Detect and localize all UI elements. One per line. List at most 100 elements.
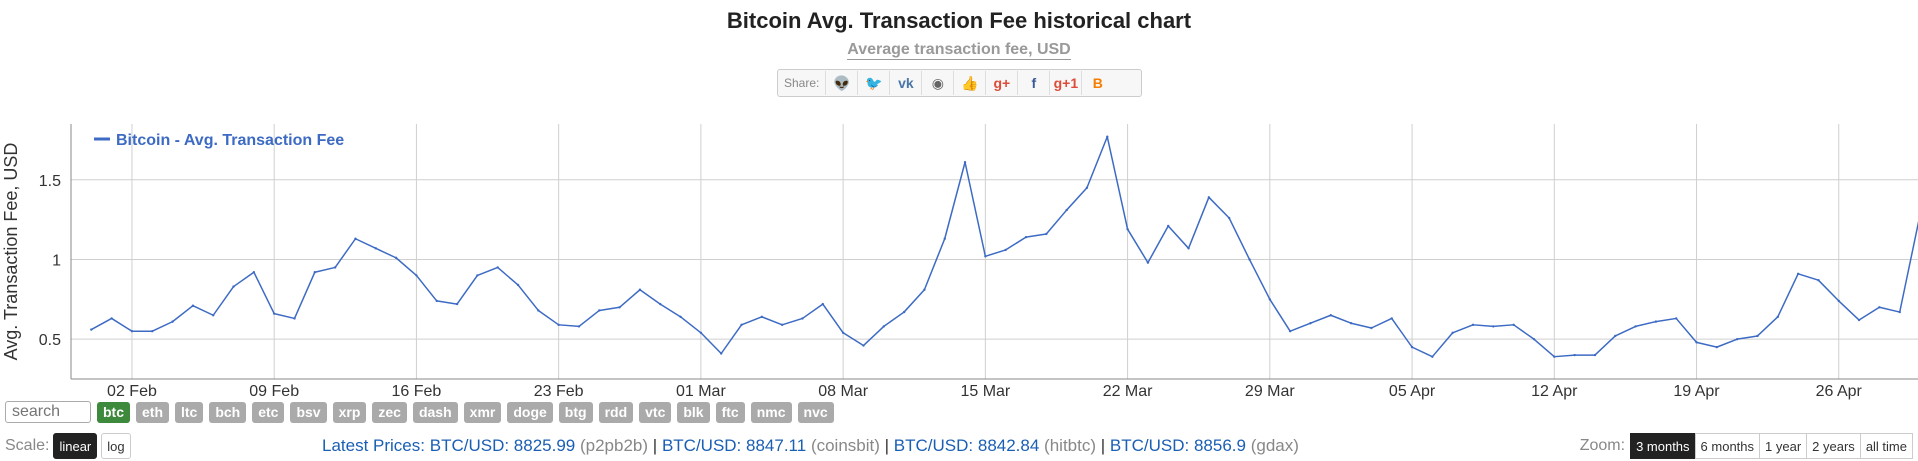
price-separator: |: [884, 436, 890, 455]
scale-log-button[interactable]: log: [101, 433, 131, 459]
data-point: [476, 274, 479, 277]
x-tick-label: 22 Mar: [1103, 383, 1153, 400]
data-point: [638, 288, 642, 291]
data-point: [90, 328, 93, 331]
search-input[interactable]: [5, 401, 91, 423]
data-point: [1756, 334, 1759, 338]
coin-button-vtc[interactable]: vtc: [639, 401, 672, 423]
coin-button-xrp[interactable]: xrp: [332, 401, 367, 423]
coin-button-xmr[interactable]: xmr: [463, 401, 502, 423]
data-point: [1512, 323, 1515, 327]
coin-button-ltc[interactable]: ltc: [175, 401, 204, 423]
coin-button-btg[interactable]: btg: [558, 401, 593, 423]
coin-button-dash[interactable]: dash: [412, 401, 458, 423]
chart-subtitle[interactable]: Average transaction fee, USD: [847, 41, 1071, 60]
price-value[interactable]: BTC/USD: 8842.84: [893, 436, 1040, 455]
data-point: [232, 285, 235, 288]
data-point: [1573, 353, 1576, 357]
data-point: [313, 271, 317, 274]
data-point: [1349, 322, 1353, 325]
like-icon[interactable]: 👍: [953, 71, 985, 95]
data-point: [1410, 345, 1414, 349]
blogger-icon[interactable]: B: [1081, 71, 1113, 95]
data-point: [1614, 334, 1617, 338]
coin-button-eth[interactable]: eth: [136, 401, 169, 423]
data-point: [1776, 315, 1779, 319]
zoom-selector: Zoom: 3 months 6 months 1 year 2 years all t…: [1580, 433, 1913, 459]
data-point: [659, 302, 662, 306]
coin-button-bch[interactable]: bch: [209, 401, 247, 423]
data-point: [1248, 258, 1251, 261]
price-value[interactable]: BTC/USD: 8856.9: [1109, 436, 1246, 455]
latest-prices: Latest Prices: BTC/USD: 8825.99 (p2pb2b)…: [322, 436, 1299, 456]
data-point: [1898, 310, 1901, 314]
price-separator: |: [1100, 436, 1106, 455]
google-plus-one-icon[interactable]: g+1: [1049, 71, 1081, 95]
price-source: (gdax): [1250, 436, 1299, 455]
x-tick-label: 23 Feb: [534, 383, 584, 400]
coin-button-rdd[interactable]: rdd: [598, 401, 634, 423]
data-point: [1106, 135, 1109, 138]
data-point: [882, 325, 885, 328]
prices-label: Latest Prices:: [322, 436, 425, 455]
scale-linear-button[interactable]: linear: [53, 433, 98, 459]
data-point: [1735, 337, 1739, 341]
reddit-icon[interactable]: 👽: [825, 71, 857, 95]
data-point: [435, 299, 438, 303]
share-bar: Share: 👽 🐦 vk ◉ 👍 g+ f g+1 B: [777, 69, 1142, 97]
price-value[interactable]: BTC/USD: 8825.99: [429, 436, 576, 455]
price-separator: |: [652, 436, 658, 455]
coin-button-nmc[interactable]: nmc: [750, 401, 792, 423]
price-value[interactable]: BTC/USD: 8847.11: [661, 436, 807, 455]
data-point: [1675, 317, 1678, 320]
data-point: [1390, 317, 1393, 320]
coin-button-nvc[interactable]: nvc: [797, 401, 834, 423]
coin-button-ftc[interactable]: ftc: [715, 401, 745, 423]
data-point: [1207, 196, 1211, 199]
data-point: [1187, 247, 1190, 250]
y-tick-label: 1: [52, 252, 61, 269]
zoom-all-time-button[interactable]: all time: [1859, 433, 1913, 459]
twitter-icon[interactable]: 🐦: [857, 71, 889, 95]
data-point: [212, 314, 215, 317]
coin-button-btc[interactable]: btc: [97, 401, 130, 423]
line-chart: 0.5 1 1.5 02 Feb 09 Feb 16 Feb 23 Feb 01 Mar 08 …: [1, 124, 1918, 400]
facebook-icon[interactable]: f: [1017, 71, 1049, 95]
x-tick-label: 12 Apr: [1531, 383, 1578, 400]
zoom-2-years-button[interactable]: 2 years: [1806, 433, 1861, 459]
data-point: [516, 283, 520, 287]
vk-icon[interactable]: vk: [889, 71, 921, 95]
x-tick-label: 09 Feb: [249, 383, 299, 400]
data-point: [1004, 248, 1007, 252]
zoom-1-year-button[interactable]: 1 year: [1759, 433, 1808, 459]
data-point: [821, 302, 825, 306]
coin-button-doge[interactable]: doge: [507, 401, 553, 423]
data-point: [191, 304, 195, 307]
coin-button-etc[interactable]: etc: [252, 401, 285, 423]
zoom-3-months-button[interactable]: 3 months: [1630, 433, 1696, 459]
y-axis-label: Avg. Transaction Fee, USD: [1, 143, 21, 361]
data-point: [537, 309, 540, 312]
data-point: [1024, 235, 1028, 239]
coin-selector: btcethltcbchetcbsvxrpzecdashxmrdogebtgrd…: [5, 401, 834, 423]
data-point: [394, 256, 398, 260]
scale-label: Scale:: [5, 437, 50, 454]
coin-button-blk[interactable]: blk: [677, 401, 710, 423]
data-point: [801, 317, 804, 320]
data-point: [455, 302, 459, 306]
data-point: [841, 331, 845, 334]
zoom-6-months-button[interactable]: 6 months: [1694, 433, 1761, 459]
coin-button-zec[interactable]: zec: [372, 401, 407, 423]
data-point: [679, 315, 682, 319]
series-line: [90, 136, 1918, 358]
data-point: [923, 288, 926, 291]
data-point: [1288, 329, 1292, 333]
scale-selector: Scale: linear log: [5, 433, 131, 459]
coin-button-bsv[interactable]: bsv: [290, 401, 327, 423]
share-label: Share:: [784, 76, 820, 90]
data-point: [760, 315, 764, 319]
weibo-icon[interactable]: ◉: [921, 71, 953, 95]
data-point: [1268, 298, 1272, 301]
data-point: [1857, 318, 1861, 322]
google-plus-icon[interactable]: g+: [985, 71, 1017, 95]
